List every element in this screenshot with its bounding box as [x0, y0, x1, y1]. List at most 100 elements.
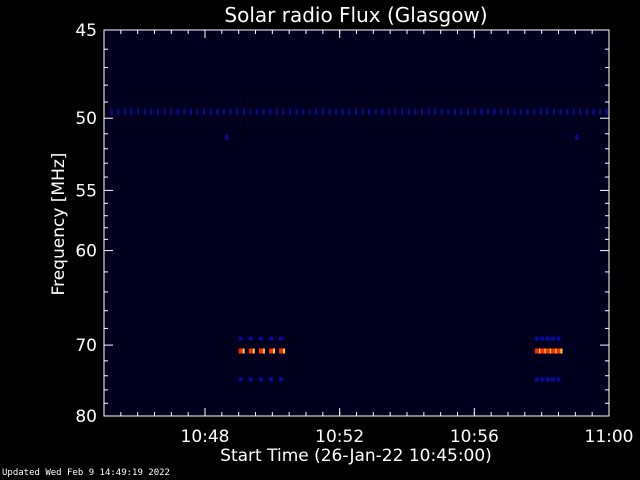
y-axis-ticks: 45 50 55 60 70 80 [75, 21, 609, 427]
burst-2-pixel [556, 348, 561, 354]
interference-band-dot [427, 108, 430, 115]
burst-1-pixel [258, 348, 263, 354]
interference-band-dot [163, 108, 166, 115]
interference-band-dot [236, 108, 239, 115]
burst-2-upper-harmonic [551, 336, 556, 341]
burst-1-lower-harmonic [238, 377, 243, 382]
interference-band-dot [110, 108, 113, 115]
interference-band-dot [262, 108, 265, 115]
interference-band-dot [229, 108, 232, 115]
burst-1-lower-harmonic [258, 377, 263, 382]
plot-background [104, 30, 609, 416]
interference-band-dot [579, 108, 582, 115]
y-axis-label: Frequency [MHz] [49, 153, 69, 296]
burst-2-upper-harmonic [540, 336, 545, 341]
interference-band-dot [552, 108, 555, 115]
interference-band-dot [183, 108, 186, 115]
interference-band-dot [394, 108, 397, 115]
interference-band-dot [203, 108, 206, 115]
interference-band-dot [407, 108, 410, 115]
burst-1-pixel [248, 348, 253, 354]
plot-features [110, 108, 608, 382]
burst-2-lower-harmonic [540, 377, 545, 382]
interference-band-dot [288, 108, 291, 115]
interference-band-dot [506, 108, 509, 115]
x-tick-label: 10:48 [181, 427, 230, 447]
interference-band-dot [302, 108, 305, 115]
interference-band-dot [473, 108, 476, 115]
interference-band-dot [209, 108, 212, 115]
interference-band-dot [440, 108, 443, 115]
burst-1-upper-harmonic [238, 336, 243, 341]
x-tick-label: 10:52 [315, 427, 364, 447]
interference-band-dot [150, 108, 153, 115]
x-axis-label: Start Time (26-Jan-22 10:45:00) [220, 446, 492, 466]
burst-2-pixel-core [555, 348, 558, 354]
x-tick-label: 11:00 [585, 427, 634, 447]
burst-2-pixel-core [560, 348, 563, 354]
burst-2-upper-harmonic [545, 336, 550, 341]
interference-band-dot [196, 108, 199, 115]
interference-band-dot [117, 108, 120, 115]
interference-band-dot [467, 108, 470, 115]
burst-1-upper-harmonic [258, 336, 263, 341]
burst-1-pixel-core [283, 348, 286, 354]
y-tick-label: 50 [75, 109, 97, 129]
interference-band-dot [335, 108, 338, 115]
burst-1-pixel [238, 348, 243, 354]
burst-1-upper-harmonic [268, 336, 273, 341]
burst-2-pixel [551, 348, 556, 354]
interference-band-dot [189, 108, 192, 115]
burst-1-pixel [279, 348, 284, 354]
interference-band-dot [328, 108, 331, 115]
burst-1-pixel-core [252, 348, 255, 354]
interference-band-dot [480, 108, 483, 115]
burst-1-lower-harmonic [268, 377, 273, 382]
burst-1-pixel-core [262, 348, 265, 354]
y-tick-label: 70 [75, 336, 97, 356]
interference-band-dot [414, 108, 417, 115]
interference-band-dot [368, 108, 371, 115]
interference-band-dot [401, 108, 404, 115]
burst-1-upper-harmonic [279, 336, 284, 341]
updated-timestamp: Updated Wed Feb 9 14:49:19 2022 [2, 468, 170, 478]
y-tick-label: 55 [75, 181, 97, 201]
burst-2-pixel-core [549, 348, 552, 354]
interference-band-dot [546, 108, 549, 115]
interference-band-dot [143, 108, 146, 115]
interference-band-dot [255, 108, 258, 115]
interference-band-dot [381, 108, 384, 115]
burst-1-pixel-core [272, 348, 275, 354]
interference-band-dot [269, 108, 272, 115]
interference-band-dot [447, 108, 450, 115]
interference-band-dot [275, 108, 278, 115]
interference-band-dot [460, 108, 463, 115]
interference-band-dot [123, 108, 126, 115]
interference-band-dot [216, 108, 219, 115]
burst-2-pixel-core [538, 348, 541, 354]
interference-band-dot [599, 108, 602, 115]
interference-band-dot [315, 108, 318, 115]
y-tick-label: 60 [75, 242, 97, 262]
burst-2-lower-harmonic [556, 377, 561, 382]
interference-band-dot [513, 108, 516, 115]
burst-2-lower-harmonic [545, 377, 550, 382]
interference-band-dot [137, 108, 140, 115]
interference-band-dot [321, 108, 324, 115]
burst-2-lower-harmonic [534, 377, 539, 382]
burst-2-pixel-core [544, 348, 547, 354]
interference-band-dot [585, 108, 588, 115]
isolated-blob [225, 134, 229, 140]
y-tick-label: 45 [75, 21, 97, 41]
burst-1-upper-harmonic [248, 336, 253, 341]
interference-band-dot [222, 108, 225, 115]
burst-2-upper-harmonic [534, 336, 539, 341]
burst-1-lower-harmonic [279, 377, 284, 382]
burst-2-pixel [545, 348, 550, 354]
interference-band-dot [361, 108, 364, 115]
interference-band-dot [566, 108, 569, 115]
burst-2-upper-harmonic [556, 336, 561, 341]
interference-band-dot [559, 108, 562, 115]
interference-band-dot [519, 108, 522, 115]
interference-band-dot [493, 108, 496, 115]
